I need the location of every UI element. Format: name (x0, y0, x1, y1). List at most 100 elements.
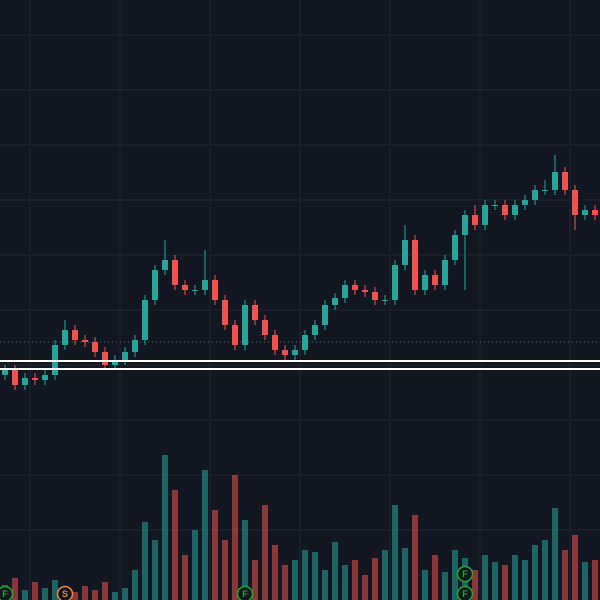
candle-body (312, 325, 318, 335)
candle-body (232, 325, 238, 345)
event-marker: F (456, 585, 474, 600)
candle-body (242, 305, 248, 345)
candle-body (432, 275, 438, 285)
volume-bar (22, 590, 28, 600)
volume-bar (262, 505, 268, 600)
candle-body (62, 330, 68, 345)
volume-bar (272, 545, 278, 600)
candle-body (222, 300, 228, 325)
candle-body (252, 305, 258, 320)
candle-body (592, 210, 598, 215)
volume-bar (102, 582, 108, 600)
candle-body (422, 275, 428, 290)
candle-body (382, 300, 388, 301)
event-badge (456, 585, 474, 600)
volume-bar (162, 455, 168, 600)
candle-body (552, 172, 558, 190)
volume-bar (412, 515, 418, 600)
candle-body (12, 370, 18, 385)
candle-body (542, 190, 548, 191)
event-label: S (62, 589, 68, 599)
event-label: F (2, 589, 8, 599)
volume-bar (52, 580, 58, 600)
volume-bar (332, 542, 338, 600)
event-badge (456, 565, 474, 583)
volume-bar (192, 530, 198, 600)
volume-bar (142, 522, 148, 600)
candle-body (122, 352, 128, 360)
event-badge (236, 585, 254, 600)
candle-body (462, 215, 468, 235)
volume-bar (452, 550, 458, 600)
volume-bar (372, 558, 378, 600)
candle-body (492, 205, 498, 206)
volume-bar (152, 540, 158, 600)
candle-body (192, 290, 198, 291)
candle-body (532, 190, 538, 200)
volume-bar (92, 590, 98, 600)
volume-bar (532, 545, 538, 600)
candle-body (82, 340, 88, 342)
volume-bar (492, 562, 498, 600)
volume-bar (132, 570, 138, 600)
candle-body (262, 320, 268, 335)
volume-bar (72, 592, 78, 600)
volume-bar (582, 562, 588, 600)
candle-body (442, 260, 448, 285)
candle-body (212, 280, 218, 300)
candle-body (582, 210, 588, 215)
event-badge (56, 585, 74, 600)
volume-bar (352, 560, 358, 600)
candle-body (342, 285, 348, 298)
candle-body (182, 285, 188, 290)
volume-bar (442, 572, 448, 600)
volume-bar (502, 565, 508, 600)
volume-bar (342, 565, 348, 600)
volume-bar (392, 505, 398, 600)
candle-body (372, 292, 378, 300)
volume-bar (172, 490, 178, 600)
volume-bar (322, 570, 328, 600)
candle-body (72, 330, 78, 340)
candle-body (22, 378, 28, 385)
volume-bar (32, 582, 38, 600)
volume-bar (382, 550, 388, 600)
candle-body (392, 265, 398, 300)
candle-body (562, 172, 568, 190)
volume-bar (552, 508, 558, 600)
candle-body (282, 350, 288, 355)
volume-bar (562, 550, 568, 600)
candle-body (472, 215, 478, 225)
candle-body (322, 305, 328, 325)
candle-body (302, 335, 308, 350)
volume-bar (482, 555, 488, 600)
candle-body (332, 298, 338, 305)
event-marker: S (56, 585, 74, 600)
volume-bar (312, 552, 318, 600)
candle-body (112, 360, 118, 365)
candle-body (142, 300, 148, 340)
volume-bar (112, 592, 118, 600)
volume-bar (202, 470, 208, 600)
candle-body (572, 190, 578, 215)
candle-body (512, 205, 518, 215)
volume-bar (222, 540, 228, 600)
candle-body (402, 240, 408, 265)
candle-body (2, 370, 8, 375)
event-marker: F (0, 585, 14, 600)
candle-body (272, 335, 278, 350)
volume-bar (82, 586, 88, 600)
volume-bar (302, 550, 308, 600)
candle-body (92, 342, 98, 352)
volume-bar (472, 570, 478, 600)
event-marker: F (236, 585, 254, 600)
volume-bar (422, 570, 428, 600)
candle-body (152, 270, 158, 300)
event-label: F (242, 589, 248, 599)
volume-bar (572, 535, 578, 600)
volume-bar (242, 520, 248, 600)
candle-body (352, 285, 358, 290)
volume-bar (232, 475, 238, 600)
candle-body (32, 378, 38, 380)
